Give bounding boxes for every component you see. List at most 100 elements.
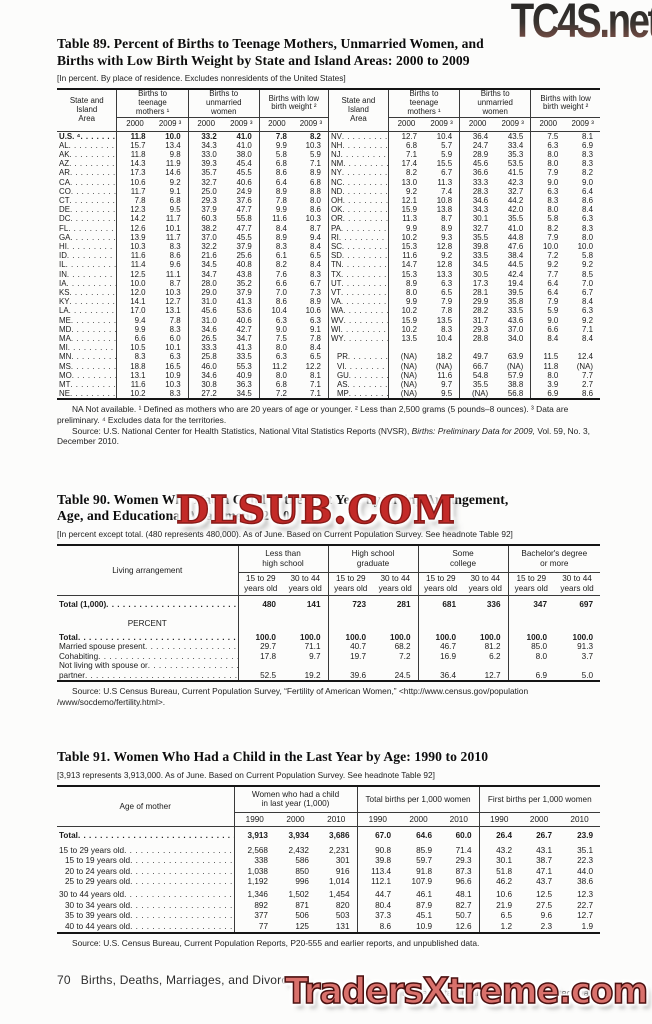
leader-dots	[68, 343, 117, 352]
row-label: IA	[57, 279, 117, 288]
cell: 50.7	[455, 911, 472, 921]
cell: 11.3	[387, 214, 424, 224]
row-label-text: CT	[59, 196, 70, 205]
table-row: DC 14.2 11.7 60.3 55.8 11.6 10.3 OR 11.3 8.7 30.1 3…	[57, 214, 600, 224]
cell: 12.7	[165, 297, 181, 307]
cell: 46.0	[187, 361, 224, 371]
table-89-title: Table 89. Percent of Births to Teenage M…	[57, 36, 484, 68]
cell: 8.6	[258, 297, 294, 307]
cell	[327, 611, 374, 620]
row-label-text: IL	[59, 260, 66, 270]
row-label-wrap: SC	[329, 242, 387, 251]
column-header-year: 1990	[356, 812, 399, 827]
row-label-wrap: WY	[329, 334, 387, 343]
cell: (NA)	[459, 389, 496, 400]
cell: (NA)	[387, 361, 424, 371]
cell: 46.7	[417, 642, 464, 652]
cell: 7.9	[530, 297, 566, 307]
cell: 9.0	[530, 315, 566, 325]
leader-dots	[71, 187, 117, 196]
cell: 6.8	[387, 140, 424, 150]
row-label-text: NH	[330, 140, 343, 150]
cell: 7.9	[530, 232, 566, 243]
row-label: ND	[327, 186, 389, 196]
row-label: NY	[327, 168, 389, 178]
cell: 10.6	[478, 890, 520, 901]
leader-dots	[70, 168, 117, 177]
cell: 35.8	[507, 297, 524, 307]
leader-dots	[341, 325, 388, 334]
cell: 8.6	[356, 921, 399, 934]
cell: 28.3	[459, 186, 496, 196]
leader-dots	[341, 260, 387, 269]
row-label-wrap: NY	[329, 168, 387, 178]
cell: 43.5	[507, 131, 524, 141]
cell: 19.4	[507, 278, 524, 288]
table-row: Total (1,000) 480 141 723 281 681 336 347 697	[57, 595, 600, 612]
cell: 43.1	[536, 845, 553, 855]
cell: 13.4	[165, 140, 181, 150]
table-row: DE 12.3 9.5 37.9 47.7 9.9 8.6 OK 15.9 13.8 34.3 42.…	[57, 205, 600, 215]
cell: 892	[233, 900, 275, 912]
cell: 8.5	[582, 269, 593, 279]
cell: 12.4	[577, 352, 593, 362]
leader-dots	[344, 362, 388, 371]
column-header-age: 30 to 44 years old	[373, 572, 419, 597]
leader-dots	[341, 270, 388, 279]
cell: 100.0	[417, 632, 464, 643]
column-header-teenage: Births to teenage mothers ¹	[116, 89, 189, 118]
cell: 8.4	[582, 334, 593, 344]
row-label-text: U.S. ⁴	[59, 131, 81, 141]
row-label-text: OH	[330, 196, 343, 205]
row-label-text: GA	[59, 232, 71, 242]
row-label: 35 to 39 years old	[57, 911, 234, 921]
row-label-text: WV	[330, 315, 344, 325]
cell: 33.5	[459, 251, 496, 261]
row-label-text: MI	[59, 343, 68, 353]
cell: 6.5	[309, 352, 321, 362]
cell: 131	[335, 921, 350, 931]
cell: 53.5	[507, 159, 524, 169]
cell: (NA)	[576, 361, 593, 371]
cell: 6.9	[530, 389, 566, 400]
cell: 33.5	[507, 306, 524, 316]
cell: 8.0	[258, 370, 294, 381]
leader-dots	[341, 288, 388, 297]
cell: 7.1	[309, 380, 321, 390]
source-italic: Births: Preliminary Data for 2009,	[411, 425, 535, 436]
cell: 42.4	[507, 269, 524, 279]
row-label-text: MO	[59, 370, 72, 380]
cell: 7.2	[399, 651, 411, 661]
cell: 47.7	[236, 223, 252, 233]
row-label-text: 30 to 34 years old	[65, 900, 131, 910]
leader-dots	[349, 371, 388, 380]
cell: 11.6	[437, 370, 453, 380]
cell: 11.8	[116, 131, 153, 141]
row-label-text: partner	[59, 670, 85, 680]
leader-dots	[130, 922, 233, 932]
cell: 6.3	[169, 352, 181, 362]
cell: 25.8	[187, 352, 224, 362]
row-label: HI	[57, 242, 117, 251]
cell: 850	[295, 866, 309, 876]
leader-dots	[343, 159, 388, 168]
row-label-text: KY	[59, 297, 70, 307]
cell: 6.8	[309, 177, 321, 187]
cell: 13.1	[116, 370, 153, 381]
leader-dots	[341, 279, 387, 288]
table-row	[57, 842, 600, 846]
cell: 11.6	[258, 214, 294, 224]
row-label: TX	[327, 269, 389, 279]
cell: 34.5	[459, 260, 496, 270]
cell: 26.7	[536, 831, 553, 841]
row-label-text: NY	[330, 168, 342, 178]
cell: 47.6	[507, 242, 524, 252]
cell: 3.9	[530, 380, 566, 390]
table-row: GA 13.9 11.7 37.0 45.5 8.9 9.4 RI 10.2 9.3 35.5 44.…	[57, 232, 600, 243]
row-label: AK	[57, 150, 117, 159]
leader-dots	[68, 224, 116, 233]
row-label-text: Total	[59, 831, 78, 841]
cell: 9.7	[309, 651, 321, 661]
header-row-ages: 15 to 29 years old 30 to 44 years old 15…	[57, 572, 601, 597]
